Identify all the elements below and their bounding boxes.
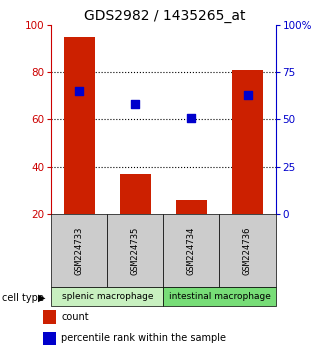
Text: ▶: ▶ <box>38 293 45 303</box>
Point <box>189 115 194 120</box>
Text: percentile rank within the sample: percentile rank within the sample <box>61 333 226 343</box>
Point <box>245 92 250 98</box>
Bar <box>51 287 163 306</box>
Bar <box>120 174 151 214</box>
Bar <box>232 70 263 214</box>
Bar <box>163 287 276 306</box>
Text: count: count <box>61 312 89 322</box>
Point <box>77 88 82 94</box>
Bar <box>64 36 95 214</box>
Bar <box>163 214 219 287</box>
Text: GSM224736: GSM224736 <box>243 226 252 275</box>
Text: GSM224735: GSM224735 <box>131 226 140 275</box>
Point <box>133 102 138 107</box>
Bar <box>219 214 276 287</box>
Text: GDS2982 / 1435265_at: GDS2982 / 1435265_at <box>84 9 246 23</box>
Bar <box>51 214 107 287</box>
Text: intestinal macrophage: intestinal macrophage <box>169 292 270 301</box>
Bar <box>107 214 163 287</box>
Bar <box>176 200 207 214</box>
Text: cell type: cell type <box>2 293 44 303</box>
Text: splenic macrophage: splenic macrophage <box>61 292 153 301</box>
Text: GSM224733: GSM224733 <box>75 226 84 275</box>
Text: GSM224734: GSM224734 <box>187 226 196 275</box>
